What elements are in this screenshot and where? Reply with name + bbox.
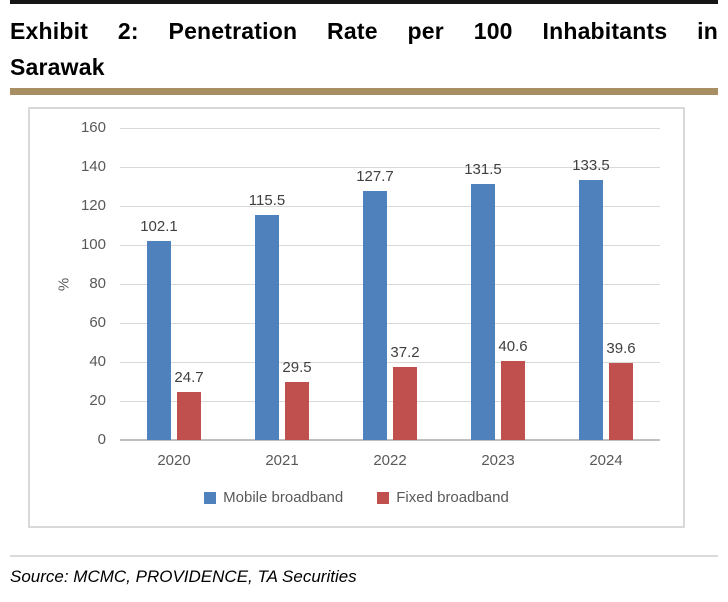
y-gridline [120, 167, 660, 168]
y-tick-label: 0 [97, 431, 106, 448]
y-tick-label: 40 [89, 353, 106, 370]
bar-fixed-2023 [501, 360, 525, 440]
y-tick-label: 140 [80, 158, 106, 175]
data-label-fixed-2022: 37.2 [390, 344, 420, 362]
chart-legend: Mobile broadband Fixed broadband [30, 489, 683, 506]
data-label-mobile-2024: 133.5 [572, 156, 610, 174]
x-tick-label: 2024 [589, 452, 623, 469]
legend-swatch-fixed [377, 491, 390, 504]
x-axis-line [120, 439, 660, 441]
bar-fixed-2020 [177, 391, 201, 440]
source-note: Source: MCMC, PROVIDENCE, TA Securities [10, 567, 357, 586]
y-axis-label: % [55, 277, 73, 292]
y-gridline [120, 362, 660, 363]
y-gridline [120, 401, 660, 402]
legend-item-mobile: Mobile broadband [204, 489, 343, 506]
x-tick-label: 2023 [481, 452, 515, 469]
y-gridline [120, 206, 660, 207]
legend-item-fixed: Fixed broadband [377, 489, 509, 506]
data-label-mobile-2022: 127.7 [356, 167, 394, 185]
bar-fixed-2021 [285, 382, 309, 440]
y-gridline [120, 245, 660, 246]
y-tick-label: 120 [80, 197, 106, 214]
legend-label: Mobile broadband [223, 489, 344, 506]
chart-panel: 0 20 40 60 80 100 120 140 160 102.1 24.7 2020 115.5 2… [28, 107, 685, 528]
data-label-mobile-2020: 102.1 [140, 217, 178, 235]
exhibit-title-line-2: Sarawak [10, 54, 105, 80]
legend-swatch-mobile [204, 491, 217, 504]
y-tick-label: 160 [80, 119, 106, 136]
bar-mobile-2023 [471, 183, 495, 440]
bar-mobile-2021 [255, 214, 279, 440]
y-tick-label: 60 [89, 314, 106, 331]
y-tick-label: 100 [80, 236, 106, 253]
y-gridline [120, 128, 660, 129]
bottom-divider-rule [10, 555, 718, 557]
x-tick-label: 2020 [157, 452, 191, 469]
data-label-mobile-2021: 115.5 [248, 191, 286, 209]
y-tick-label: 20 [89, 392, 106, 409]
legend-label: Fixed broadband [396, 489, 509, 506]
x-tick-label: 2021 [265, 452, 299, 469]
data-label-fixed-2023: 40.6 [498, 337, 528, 355]
bar-mobile-2024 [579, 179, 603, 440]
top-black-rule [10, 0, 718, 4]
bar-mobile-2022 [363, 190, 387, 440]
bar-mobile-2020 [147, 240, 171, 440]
y-gridline [120, 284, 660, 285]
bar-fixed-2024 [609, 362, 633, 440]
exhibit-title-line-1: Exhibit 2: Penetration Rate per 100 Inha… [10, 18, 718, 44]
bar-fixed-2022 [393, 367, 417, 440]
exhibit-title: Exhibit 2: Penetration Rate per 100 Inha… [10, 13, 718, 85]
data-label-mobile-2023: 131.5 [464, 160, 502, 178]
y-tick-label: 80 [89, 275, 106, 292]
x-tick-label: 2022 [373, 452, 407, 469]
gold-divider-rule [10, 88, 718, 95]
data-label-fixed-2024: 39.6 [606, 339, 636, 357]
data-label-fixed-2021: 29.5 [282, 359, 312, 377]
data-label-fixed-2020: 24.7 [174, 368, 204, 386]
y-gridline [120, 323, 660, 324]
